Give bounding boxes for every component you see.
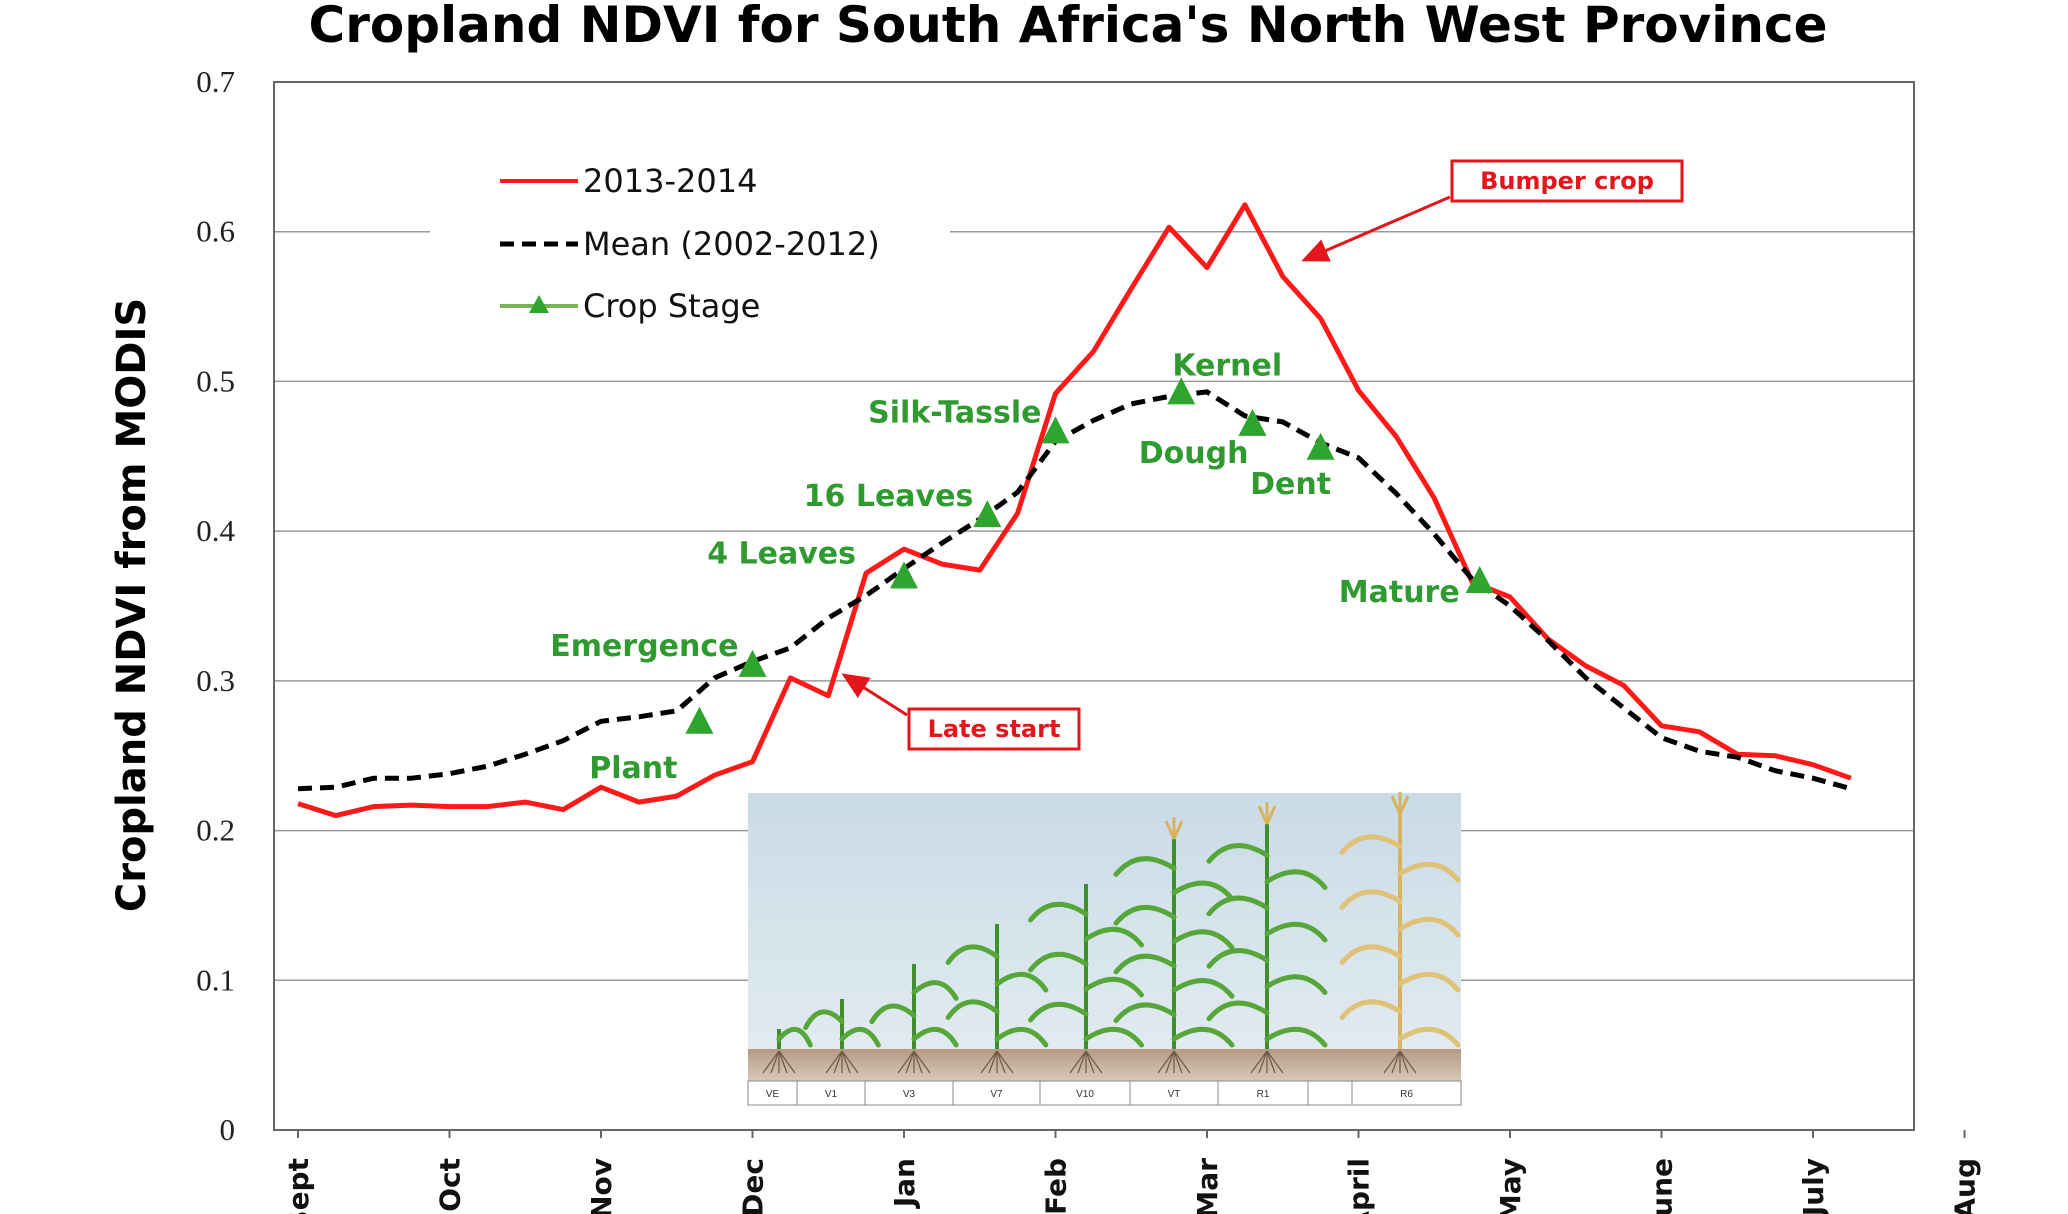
legend-swatch-crop-stage-marker [529,295,549,313]
inset-stage-label: V1 [825,1089,838,1100]
corn-plant [803,999,881,1074]
crop-stage-label: Dent [1250,467,1331,502]
callouts: Bumper crop Late start [841,159,1684,751]
y-tick-label: 0.3 [196,663,235,698]
crop-stage-marker [973,500,1002,528]
x-tick-label: Aug [1949,1158,1982,1214]
corn-plant [1028,884,1144,1074]
corn-plant [762,1027,813,1074]
x-tick-label: Sept [282,1158,315,1214]
corn-growth-stages-illustration: VE V1 V3 V7 V10 VT R1 R6 [747,792,1462,1106]
crop-stage-label: Plant [589,751,677,786]
legend-label-mean: Mean (2002-2012) [583,225,880,263]
inset-stage-label: V3 [903,1089,916,1100]
inset-soil [748,1049,1461,1081]
x-tick-label: April [1343,1158,1376,1214]
x-tick-label: July [1797,1158,1830,1214]
crop-stage-marker [1306,432,1335,460]
x-tick-label: Dec [737,1158,770,1214]
crop-stage-marker [738,649,767,677]
corn-plant [1113,817,1235,1074]
legend-label-2013-2014: 2013-2014 [583,162,757,200]
x-tick-label: June [1646,1158,1679,1214]
bumper-crop-callout-box [1450,159,1684,203]
chart-title: Cropland NDVI for South Africa's North W… [309,0,1828,54]
crop-stage-marker [1041,416,1070,444]
x-tick-label: Jan [888,1158,921,1209]
y-axis-label: Cropland NDVI from MODIS [109,298,155,912]
y-tick-label: 0 [220,1112,236,1147]
series-lines [297,202,1852,819]
inset-stage-label: V7 [990,1089,1003,1100]
y-tick-label: 0.7 [196,64,235,99]
crop-stage-label: Kernel [1172,348,1282,383]
y-tick-label: 0.6 [196,214,235,249]
y-tick-label: 0.4 [196,513,235,548]
crop-stage-label: Mature [1339,575,1460,610]
x-axis-ticks: Sept Oct Nov Dec Jan Feb Mar April May June July Au… [282,1130,1982,1214]
inset-stage-label: V10 [1076,1089,1094,1100]
legend-label-crop-stage: Crop Stage [583,287,760,325]
crop-stage-marker [685,706,714,734]
late-start-callout: Late start [928,715,1061,743]
inset-stage-bar [747,1080,1462,1106]
x-tick-label: May [1494,1158,1527,1214]
crop-stage-marker [1465,566,1494,594]
y-tick-label: 0.5 [196,363,235,398]
crop-stage-marker [1167,377,1196,405]
legend: 2013-2014 Mean (2002-2012) Crop Stage [430,148,950,338]
crop-stage-markers: Plant Emergence 4 Leaves 16 Leaves Silk-Tass… [550,348,1494,786]
y-tick-label: 0.1 [196,962,235,997]
bumper-crop-callout: Bumper crop [1480,167,1654,195]
corn-plant [945,924,1049,1074]
inset-stage-label: VT [1168,1089,1181,1100]
x-tick-label: Oct [434,1158,467,1212]
x-tick-label: Nov [585,1158,618,1214]
plot-frame [273,81,1915,1131]
inset-stage-label: R1 [1257,1089,1270,1100]
inset-stage-label: R6 [1400,1089,1413,1100]
crop-stage-label: Dough [1139,436,1249,471]
late-start-callout-box [907,707,1081,751]
crop-stage-label: Emergence [550,629,738,664]
y-tick-label: 0.2 [196,813,235,848]
corn-plant [1206,802,1328,1074]
crop-stage-label: Silk-Tassle [868,395,1041,430]
x-tick-label: Feb [1040,1158,1073,1214]
late-start-arrow [841,673,908,717]
bumper-crop-arrow [1301,195,1451,262]
series-line-2013-2014 [297,202,1852,819]
crop-stage-label: 4 Leaves [707,537,856,572]
y-axis-ticks: 0 0.1 0.2 0.3 0.4 0.5 0.6 0.7 [196,64,235,1147]
crop-stage-marker [890,561,918,589]
series-line-mean [297,389,1852,792]
corn-plant [869,964,959,1074]
inset-stage-label: VE [766,1089,780,1100]
x-tick-label: Mar [1191,1158,1224,1214]
crop-stage-marker [1238,408,1267,436]
crop-stage-label: 16 Leaves [804,479,974,514]
corn-plant [1339,792,1461,1074]
